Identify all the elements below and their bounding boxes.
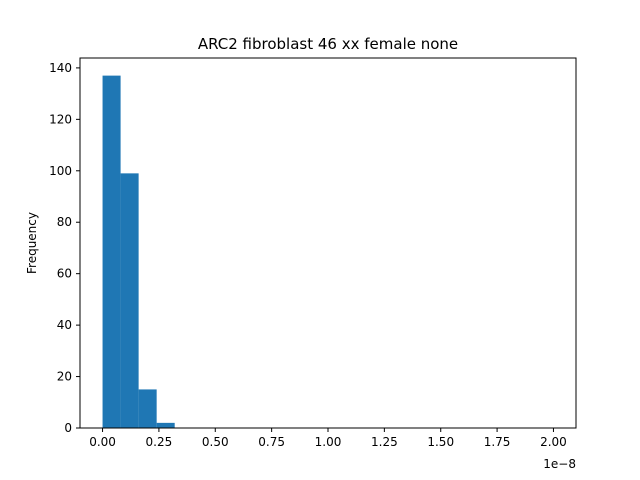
y-tick-label-1: 20 [57,370,72,384]
x-tick-label-8: 2.00 [540,435,567,449]
y-tick-label-0: 0 [64,421,72,435]
plot-frame [79,57,577,429]
histogram-bar-1 [120,173,139,428]
histogram-bar-0 [102,75,121,429]
y-tick-label-4: 80 [57,215,72,229]
y-tick-label-3: 60 [57,267,72,281]
x-tick-label-3: 0.75 [258,435,285,449]
histogram-bars [102,75,175,429]
chart-title: ARC2 fibroblast 46 xx female none [198,35,458,53]
x-axis: 0.00 0.25 0.50 0.75 1.00 1.25 1.50 1.75 2.00 [89,428,567,449]
x-tick-label-0: 0.00 [89,435,116,449]
y-axis-label: Frequency [25,212,39,274]
histogram-bar-3 [156,422,175,428]
y-tick-label-5: 100 [49,164,72,178]
y-axis: 0 20 40 60 80 100 120 140 [49,61,80,435]
x-tick-label-2: 0.50 [202,435,229,449]
x-tick-label-7: 1.75 [484,435,511,449]
y-tick-label-7: 140 [49,61,72,75]
x-axis-offset-label: 1e−8 [543,457,576,471]
histogram-bar-2 [138,389,157,428]
y-tick-label-2: 40 [57,318,72,332]
x-tick-label-1: 0.25 [146,435,173,449]
x-tick-label-6: 1.50 [427,435,454,449]
x-tick-label-5: 1.25 [371,435,398,449]
x-tick-label-4: 1.00 [315,435,342,449]
y-tick-label-6: 120 [49,112,72,126]
